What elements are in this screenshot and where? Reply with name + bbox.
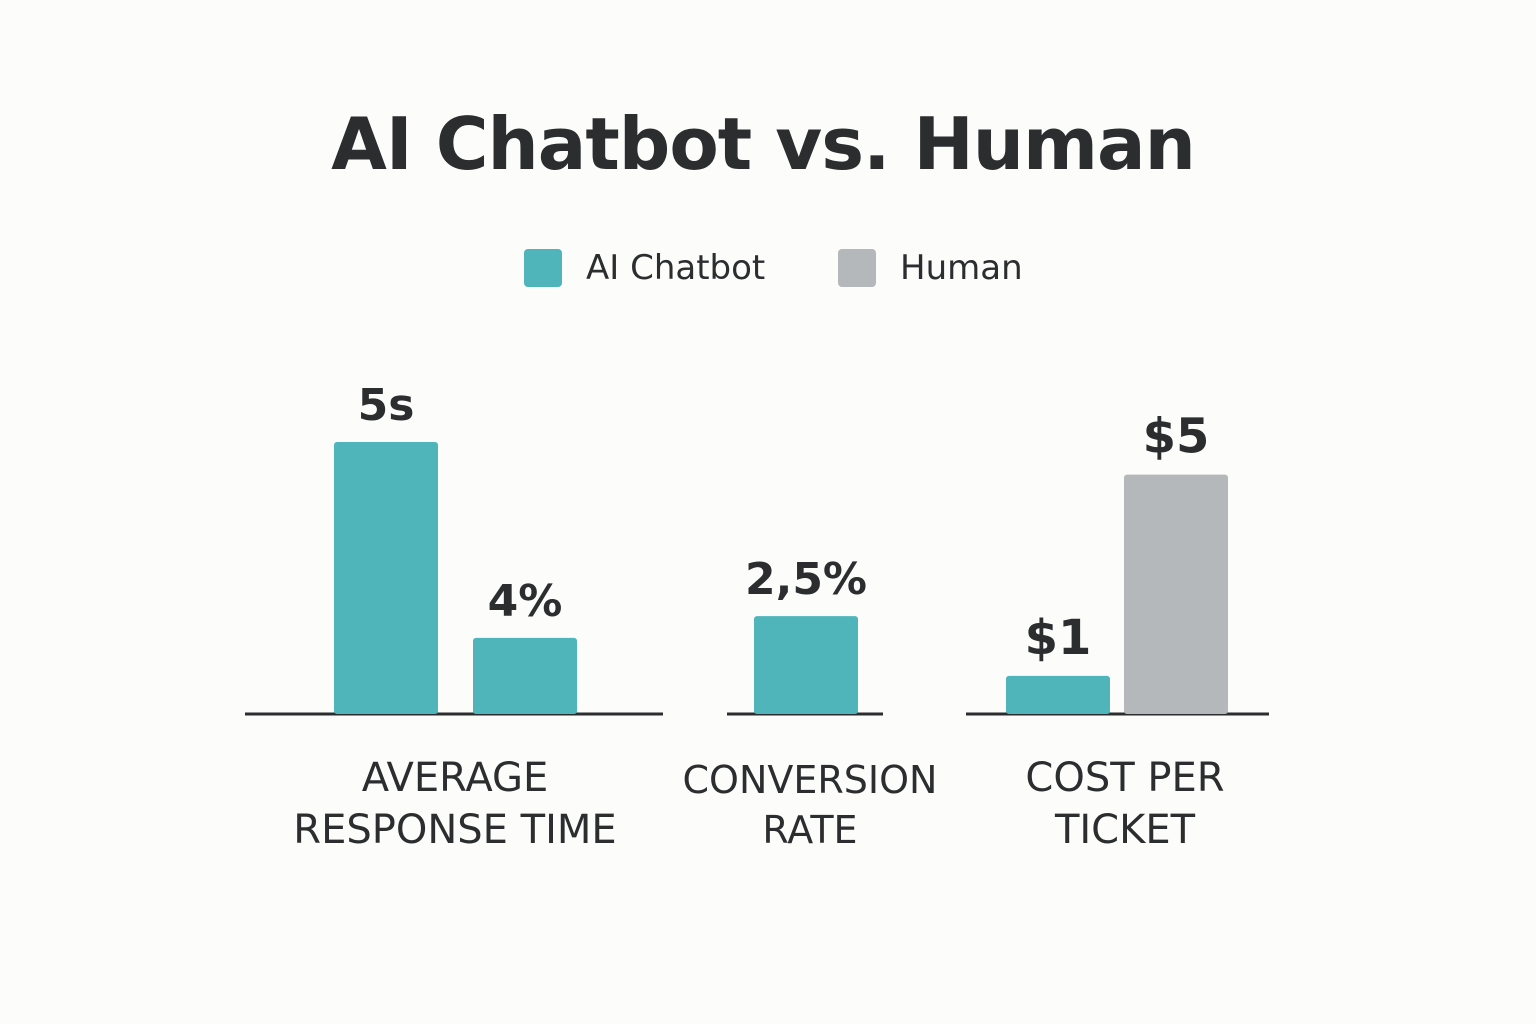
legend-label-ai-chatbot: AI Chatbot: [586, 248, 766, 288]
legend-label-human: Human: [900, 248, 1023, 288]
bar-value-label-2: 2,5%: [745, 554, 867, 605]
legend-item-ai-chatbot: AI Chatbot: [524, 246, 765, 290]
chart-title: AI Chatbot vs. Human: [331, 102, 1196, 186]
legend-swatch-human: [838, 249, 876, 287]
bar-3: [1006, 675, 1110, 714]
category-label-cost-per-ticket: COST PER TICKET: [1025, 755, 1225, 853]
bar-value-label-4: $5: [1143, 409, 1210, 465]
legend-swatch-ai-chatbot: [524, 249, 562, 287]
chart-legend: AI Chatbot Human: [0, 246, 1536, 290]
bar-0: [334, 442, 438, 714]
bar-value-label-0: 5s: [358, 380, 415, 431]
bar-value-label-3: $1: [1025, 610, 1092, 666]
bar-1: [473, 637, 577, 714]
category-label-conversion-rate: CONVERSION RATE: [682, 758, 938, 852]
category-label-average-response-time: AVERAGE RESPONSE TIME: [293, 755, 617, 853]
bar-4: [1124, 474, 1228, 714]
legend-item-human: Human: [838, 246, 1023, 290]
bar-value-label-1: 4%: [488, 576, 563, 627]
bar-2: [754, 616, 858, 714]
